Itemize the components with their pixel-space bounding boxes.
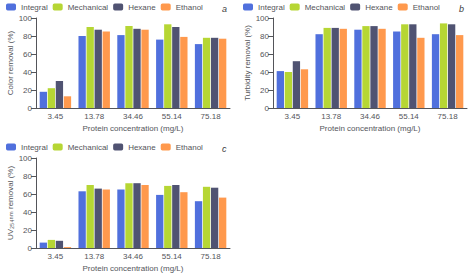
svg-text:Protein concentration (mg/L): Protein concentration (mg/L) bbox=[320, 124, 421, 133]
svg-text:60: 60 bbox=[260, 50, 269, 59]
svg-text:Integral: Integral bbox=[258, 3, 285, 12]
svg-text:40: 40 bbox=[260, 68, 269, 77]
svg-text:3.45: 3.45 bbox=[285, 112, 301, 121]
svg-text:75.18: 75.18 bbox=[201, 112, 222, 121]
svg-text:20: 20 bbox=[23, 226, 32, 235]
svg-text:Hexane: Hexane bbox=[365, 3, 393, 12]
svg-text:100: 100 bbox=[19, 154, 33, 163]
svg-text:100: 100 bbox=[19, 14, 33, 23]
svg-text:Ethanol: Ethanol bbox=[413, 3, 440, 12]
svg-text:0: 0 bbox=[28, 104, 33, 113]
svg-text:Ethanol: Ethanol bbox=[176, 143, 203, 152]
svg-text:80: 80 bbox=[23, 172, 32, 181]
svg-text:40: 40 bbox=[23, 68, 32, 77]
svg-text:Integral: Integral bbox=[21, 143, 48, 152]
svg-text:13.78: 13.78 bbox=[84, 112, 105, 121]
svg-text:0: 0 bbox=[28, 244, 33, 253]
svg-text:34.46: 34.46 bbox=[123, 252, 144, 261]
svg-text:75.18: 75.18 bbox=[438, 112, 459, 121]
svg-text:3.45: 3.45 bbox=[48, 252, 64, 261]
svg-text:80: 80 bbox=[23, 32, 32, 41]
svg-text:Mechanical: Mechanical bbox=[68, 143, 109, 152]
svg-text:60: 60 bbox=[23, 190, 32, 199]
svg-text:20: 20 bbox=[260, 86, 269, 95]
svg-text:34.46: 34.46 bbox=[123, 112, 144, 121]
svg-text:c: c bbox=[222, 144, 227, 154]
svg-text:55.14: 55.14 bbox=[162, 252, 183, 261]
svg-text:75.18: 75.18 bbox=[201, 252, 222, 261]
svg-text:Mechanical: Mechanical bbox=[68, 3, 109, 12]
svg-text:55.14: 55.14 bbox=[162, 112, 183, 121]
svg-text:Ethanol: Ethanol bbox=[176, 3, 203, 12]
svg-text:Integral: Integral bbox=[21, 3, 48, 12]
svg-text:80: 80 bbox=[260, 32, 269, 41]
svg-text:a: a bbox=[222, 4, 227, 14]
svg-text:UV₂₅₄ₙₘ removal (%): UV₂₅₄ₙₘ removal (%) bbox=[6, 166, 15, 241]
svg-text:3.45: 3.45 bbox=[48, 112, 64, 121]
svg-text:40: 40 bbox=[23, 208, 32, 217]
svg-text:Turbidity removal (%): Turbidity removal (%) bbox=[243, 25, 252, 101]
svg-text:20: 20 bbox=[23, 86, 32, 95]
svg-text:Hexane: Hexane bbox=[128, 3, 156, 12]
svg-text:Protein concentration (mg/L): Protein concentration (mg/L) bbox=[83, 264, 184, 273]
svg-text:b: b bbox=[459, 4, 464, 14]
svg-text:Color removal (%): Color removal (%) bbox=[6, 30, 15, 95]
svg-text:55.14: 55.14 bbox=[399, 112, 420, 121]
svg-text:60: 60 bbox=[23, 50, 32, 59]
svg-text:Hexane: Hexane bbox=[128, 143, 156, 152]
svg-text:0: 0 bbox=[265, 104, 270, 113]
svg-text:Mechanical: Mechanical bbox=[305, 3, 346, 12]
svg-text:100: 100 bbox=[256, 14, 270, 23]
svg-text:13.78: 13.78 bbox=[84, 252, 105, 261]
svg-text:13.78: 13.78 bbox=[321, 112, 342, 121]
svg-text:34.46: 34.46 bbox=[360, 112, 381, 121]
svg-text:Protein concentration (mg/L): Protein concentration (mg/L) bbox=[83, 124, 184, 133]
